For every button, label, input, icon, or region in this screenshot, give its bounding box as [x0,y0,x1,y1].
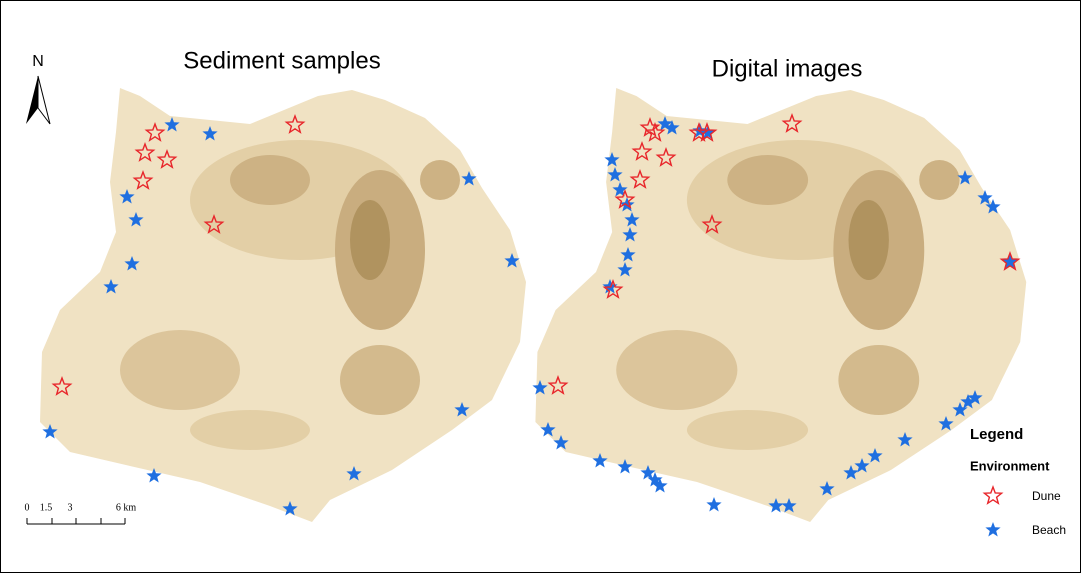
north-label: N [32,53,44,70]
map-figure: Sediment samples Digital images N 0 1.5 … [0,0,1081,573]
map-title: Sediment samples [183,47,380,74]
legend-subtitle: Environment [970,458,1050,473]
legend-label: Dune [1032,489,1061,503]
scale-label: 3 [68,502,73,513]
scale-label: 0 [25,502,30,513]
scale-label: 1.5 [40,502,53,513]
legend-title: Legend [970,426,1023,443]
map-title: Digital images [712,55,863,82]
scale-label: 6 km [116,502,137,513]
legend-label: Beach [1032,523,1066,537]
